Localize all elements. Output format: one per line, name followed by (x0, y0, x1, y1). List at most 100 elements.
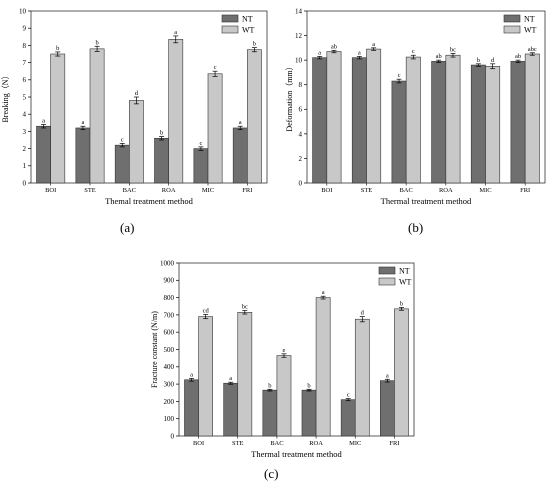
y-tick-label: 0 (23, 179, 27, 187)
significance-letter: c (398, 72, 401, 79)
y-tick-label: 4 (299, 130, 303, 138)
y-tick-label: 6 (23, 76, 27, 84)
chart-panel-c: 0 100 200 300 400 500 600 700 800 900 1000 Fracture… (150, 259, 415, 459)
x-tick-label: BAC (399, 187, 412, 194)
y-tick-label: 0 (299, 179, 303, 187)
legend-label: NT (399, 267, 410, 276)
bar-nt (184, 379, 199, 437)
x-tick-label: FRI (520, 187, 530, 194)
x-axis-label: Themal treatment method (105, 196, 194, 206)
y-tick-label: 14 (295, 7, 303, 15)
bar-nt (75, 127, 91, 184)
plot-frame (178, 262, 415, 437)
x-tick-label: FRI (389, 440, 399, 447)
panel-label-c: (c) (264, 466, 279, 481)
chart-panel-a: 0 1 2 3 4 5 6 7 8 9 10 Breaking（N） Themal treatment … (1, 7, 268, 206)
chart-panel-b: 0 2 4 6 8 10 12 14 Deformation（mm） Thermal treatm… (285, 7, 546, 206)
significance-letter: c (347, 392, 350, 399)
legend-swatch-wt (378, 277, 396, 286)
bar-nt (380, 380, 395, 437)
bar-wt (237, 312, 253, 437)
bar-nt (431, 61, 447, 184)
y-axis-label: Deformation（mm） (285, 62, 294, 131)
significance-letter: bc (242, 304, 248, 311)
x-tick-label: BAC (123, 187, 136, 194)
bar-nt (351, 57, 367, 184)
x-tick-label: ROA (309, 440, 323, 447)
significance-letter: c (214, 64, 217, 71)
legend-label: WT (399, 278, 412, 287)
x-tick-label: BAC (270, 440, 283, 447)
significance-letter: a (372, 41, 375, 48)
y-tick-label: 1 (23, 162, 27, 170)
significance-letter: c (412, 48, 415, 55)
significance-letter: d (135, 90, 139, 97)
y-tick-label: 400 (164, 363, 175, 371)
y-tick-label: 900 (164, 277, 175, 285)
bar-wt (89, 48, 105, 184)
y-tick-label: 500 (164, 346, 175, 354)
bar-wt (405, 56, 421, 184)
bar-wt (50, 53, 66, 184)
bar-wt (485, 65, 501, 184)
y-tick-label: 12 (295, 32, 303, 40)
legend-swatch-nt (378, 266, 396, 275)
y-tick-label: 3 (23, 128, 27, 136)
y-tick-label: 10 (19, 7, 27, 15)
y-tick-label: 8 (23, 42, 27, 50)
y-tick-label: 9 (23, 25, 27, 33)
x-tick-label: STE (84, 187, 96, 194)
legend-label: WT (242, 26, 255, 35)
significance-letter: a (386, 372, 389, 379)
significance-letter: d (361, 310, 365, 317)
x-tick-label: BOI (45, 187, 56, 194)
significance-letter: b (56, 45, 59, 52)
significance-letter: ab (515, 53, 521, 60)
significance-letter: a (358, 49, 361, 56)
y-tick-label: 7 (23, 59, 27, 67)
y-tick-label: 300 (164, 381, 175, 389)
bar-nt (301, 389, 317, 437)
x-tick-label: STE (232, 440, 244, 447)
bar-nt (262, 389, 278, 437)
significance-letter: b (477, 57, 480, 64)
x-tick-label: BOI (193, 440, 204, 447)
bar-wt (326, 51, 342, 184)
significance-letter: ab (436, 53, 442, 60)
x-tick-label: MIC (349, 440, 361, 447)
bar-nt (510, 61, 526, 184)
bar-wt (445, 54, 461, 184)
significance-letter: d (491, 57, 495, 64)
x-tick-label: MIC (479, 187, 491, 194)
significance-letter: e (283, 347, 286, 354)
bar-nt (114, 144, 130, 184)
legend-swatch-wt (503, 25, 521, 34)
significance-letter: a (174, 29, 177, 36)
y-tick-label: 800 (164, 294, 175, 302)
legend-label: WT (524, 26, 537, 35)
y-tick-label: 0 (171, 432, 175, 440)
bar-nt (223, 382, 239, 437)
x-axis-label: Thermal treatment method (381, 196, 472, 206)
significance-letter: b (253, 41, 256, 48)
significance-letter: a (42, 118, 45, 125)
y-tick-label: 200 (164, 398, 175, 406)
x-tick-label: ROA (162, 187, 176, 194)
plot-frame (306, 10, 546, 184)
legend-swatch-nt (221, 14, 239, 23)
legend-label: NT (242, 15, 253, 24)
significance-letter: b (400, 300, 403, 307)
significance-letter: bc (450, 46, 456, 53)
bar-nt (340, 399, 356, 437)
bar-wt (366, 48, 382, 184)
bar-wt (276, 355, 292, 437)
bar-wt (394, 308, 409, 437)
bar-wt (247, 49, 262, 184)
significance-letter: a (229, 375, 232, 382)
bar-wt (207, 73, 223, 184)
y-tick-label: 1000 (160, 259, 175, 267)
y-tick-label: 2 (299, 155, 303, 163)
bar-nt (154, 137, 169, 184)
significance-letter: c (121, 136, 124, 143)
